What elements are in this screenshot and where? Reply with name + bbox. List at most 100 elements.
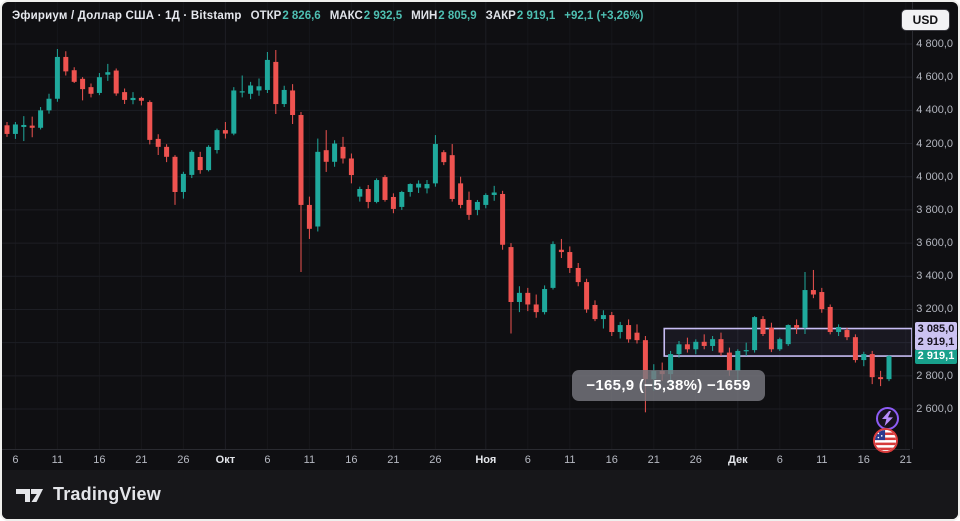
candle-body — [802, 290, 808, 328]
time-axis-day-label: 11 — [816, 454, 828, 466]
candle-body — [533, 304, 539, 313]
candle-body — [617, 325, 623, 333]
usd-flag-icon[interactable] — [873, 428, 898, 453]
candle-body — [197, 156, 203, 171]
candle-body — [306, 204, 312, 229]
currency-usd-button[interactable]: USD — [900, 9, 950, 31]
time-axis-day-label: 16 — [93, 454, 106, 466]
time-axis-month-label: Окт — [215, 454, 236, 466]
candle-body — [180, 173, 186, 192]
candle-body — [399, 191, 405, 207]
symbol-legend[interactable]: Эфириум / Доллар США · 1Д · Bitstamp ОТК… — [12, 10, 644, 22]
tradingview-logo-icon[interactable] — [14, 483, 44, 507]
candle-body — [718, 339, 724, 353]
price-axis-label: 3 600,0 — [916, 237, 953, 250]
boost-lightning-icon[interactable] — [876, 407, 899, 430]
price-axis-label: 4 400,0 — [916, 104, 953, 117]
price-axis[interactable]: 4 800,0 4 600,0 4 400,0 4 200,0 4 000,0 3 800… — [912, 2, 958, 449]
last-price-badge: 2 919,1 — [915, 349, 957, 365]
candle-body — [256, 86, 262, 91]
candle-body — [416, 183, 422, 188]
measure-tool-label[interactable]: −165,9 (−5,38%) −1659 — [572, 370, 765, 401]
candle-body — [323, 150, 329, 162]
candle-body — [500, 193, 506, 245]
candle-body — [810, 290, 816, 295]
us-flag-glyph — [875, 430, 896, 451]
price-axis-label: 3 800,0 — [916, 203, 953, 216]
candle-body — [752, 317, 758, 351]
candle-body — [264, 59, 270, 90]
candle-body — [340, 146, 346, 159]
price-axis-label: 4 800,0 — [916, 38, 953, 50]
candle-body — [491, 192, 497, 195]
candle-body — [449, 155, 455, 199]
time-axis[interactable]: 6 11 16 21 26 Окт 6 11 16 21 26 Ноя 6 11 16 21 26 Дек 6 11 1… — [2, 449, 912, 470]
candle-body — [878, 377, 884, 380]
candle-body — [735, 350, 741, 371]
candle-body — [4, 125, 10, 134]
price-axis-label: 4 600,0 — [916, 71, 953, 84]
time-axis-month-label: Дек — [728, 454, 748, 466]
candle-body — [743, 350, 749, 352]
candle-body — [777, 339, 783, 350]
candle-body — [836, 327, 842, 333]
time-axis-day-label: 6 — [524, 454, 531, 466]
candle-body — [819, 292, 825, 310]
candle-body — [113, 70, 119, 94]
candle-body — [827, 306, 833, 333]
candle-body — [483, 194, 489, 205]
candle-body — [374, 180, 380, 202]
candle-body — [407, 184, 413, 192]
candle-body — [147, 102, 153, 140]
candle-body — [332, 143, 338, 162]
candle-body — [558, 249, 564, 253]
time-axis-day-label: 6 — [12, 454, 19, 466]
candle-body — [634, 332, 640, 341]
tradingview-brand-text[interactable]: TradingView — [53, 484, 161, 504]
candle-body — [206, 146, 212, 171]
candle-body — [348, 158, 354, 176]
candle-body — [550, 244, 556, 288]
candle-body — [214, 130, 220, 151]
candle-body — [726, 352, 732, 371]
price-change: +92,1 (+3,26%) — [564, 10, 644, 22]
time-axis-day-label: 21 — [135, 454, 148, 466]
candle-body — [642, 340, 648, 380]
symbol-title: Эфириум / Доллар США · 1Д · Bitstamp — [12, 10, 242, 22]
candle-body — [424, 184, 430, 189]
candle-body — [575, 267, 581, 283]
candle-body — [172, 156, 178, 192]
time-axis-day-label: 26 — [429, 454, 442, 466]
candle-body — [38, 110, 44, 128]
candle-body — [231, 90, 237, 134]
candle-body — [273, 61, 279, 105]
candle-body — [794, 325, 800, 328]
candle-body — [432, 144, 438, 184]
candle-body — [122, 92, 128, 100]
candle-body — [96, 77, 102, 93]
candle-body — [239, 91, 245, 93]
candle-body — [626, 325, 632, 340]
candle-body — [668, 354, 674, 375]
price-axis-label: 2 800,0 — [916, 369, 953, 382]
time-axis-day-label: 16 — [857, 454, 870, 466]
candle-body — [458, 183, 464, 205]
price-axis-label: 4 000,0 — [916, 170, 953, 183]
candle-body — [785, 325, 791, 345]
price-axis-label: 4 200,0 — [916, 137, 953, 150]
time-axis-day-label: 6 — [264, 454, 271, 466]
candle-body — [508, 247, 514, 302]
time-axis-day-label: 21 — [899, 454, 912, 466]
candle-body — [130, 97, 136, 101]
candle-body — [88, 87, 94, 94]
time-axis-day-label: 16 — [345, 454, 358, 466]
candle-body — [29, 125, 35, 128]
price-axis-label: 2 600,0 — [916, 403, 953, 415]
candle-body — [382, 177, 388, 200]
time-axis-month-label: Ноя — [475, 454, 497, 466]
time-axis-day-label: 21 — [387, 454, 400, 466]
candle-body — [298, 115, 304, 205]
candle-body — [290, 90, 296, 116]
candle-body — [768, 327, 774, 350]
